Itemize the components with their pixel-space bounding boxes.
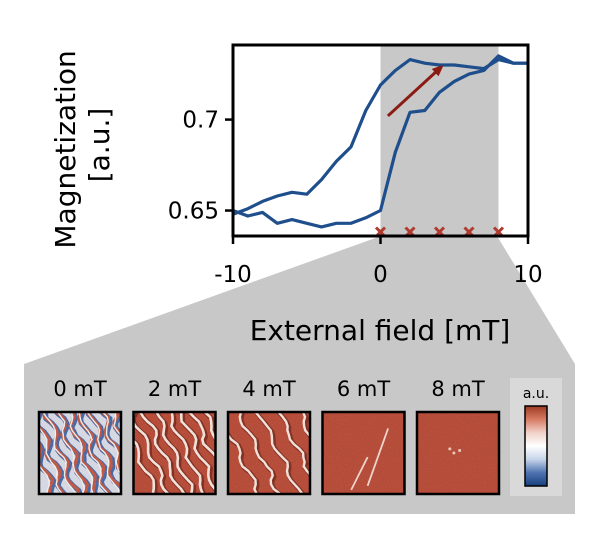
panel-texture bbox=[133, 412, 216, 494]
panel-label: 2 mT bbox=[148, 377, 201, 401]
panel-frame bbox=[132, 410, 217, 496]
x-axis-label: External field [mT] bbox=[250, 314, 511, 347]
y-axis-label-line-1: Magnetization bbox=[49, 50, 82, 248]
x-axis-ticks: -10 0 10 bbox=[214, 236, 543, 288]
series-line-1 bbox=[232, 57, 528, 216]
domain-panel-5: 8 mT bbox=[415, 377, 501, 496]
colorbar-scale bbox=[524, 405, 548, 487]
panel-label: 6 mT bbox=[337, 377, 390, 401]
panel-texture bbox=[39, 412, 121, 494]
x-tick-label: 10 bbox=[513, 262, 542, 288]
panel-label: 0 mT bbox=[53, 377, 106, 401]
y-axis-label-line-2: [a.u.] bbox=[83, 108, 116, 183]
panel-frame bbox=[415, 410, 501, 496]
panel-label: 8 mT bbox=[431, 377, 484, 401]
x-tick-label: 0 bbox=[373, 262, 388, 288]
domain-panel-4: 6 mT bbox=[321, 377, 406, 496]
panel-texture bbox=[322, 412, 405, 494]
panel-label: 4 mT bbox=[242, 377, 295, 401]
y-tick-label: 0.65 bbox=[168, 199, 219, 225]
plot-area bbox=[231, 43, 530, 238]
domain-panel-3: 4 mT bbox=[226, 377, 312, 496]
panel-image bbox=[39, 412, 121, 494]
y-axis-ticks: 0.65 0.7 bbox=[168, 108, 233, 225]
panel-texture bbox=[417, 412, 499, 494]
series-line-2 bbox=[232, 54, 528, 229]
panel-image bbox=[322, 412, 405, 494]
panel-frame bbox=[37, 410, 123, 496]
domain-image-panels: 0 mT 2 mT 4 mT 6 mT 8 mT bbox=[37, 377, 501, 496]
series-group bbox=[232, 54, 528, 229]
panel-frame bbox=[226, 410, 312, 496]
domain-panel-1: 0 mT bbox=[37, 377, 123, 496]
field-direction-arrow bbox=[386, 69, 440, 118]
panel-image bbox=[133, 412, 216, 494]
panel-image bbox=[228, 412, 310, 494]
panel-image bbox=[417, 412, 499, 494]
x-tick-label: -10 bbox=[214, 262, 252, 288]
y-axis-label: Magnetization [a.u.] bbox=[49, 41, 116, 248]
panel-texture bbox=[228, 412, 310, 494]
domain-panel-2: 2 mT bbox=[132, 377, 217, 496]
colorbar-label: a.u. bbox=[523, 386, 549, 402]
y-tick-label: 0.7 bbox=[182, 108, 219, 134]
colorbar: a.u. bbox=[510, 378, 562, 496]
panel-frame bbox=[321, 410, 406, 496]
